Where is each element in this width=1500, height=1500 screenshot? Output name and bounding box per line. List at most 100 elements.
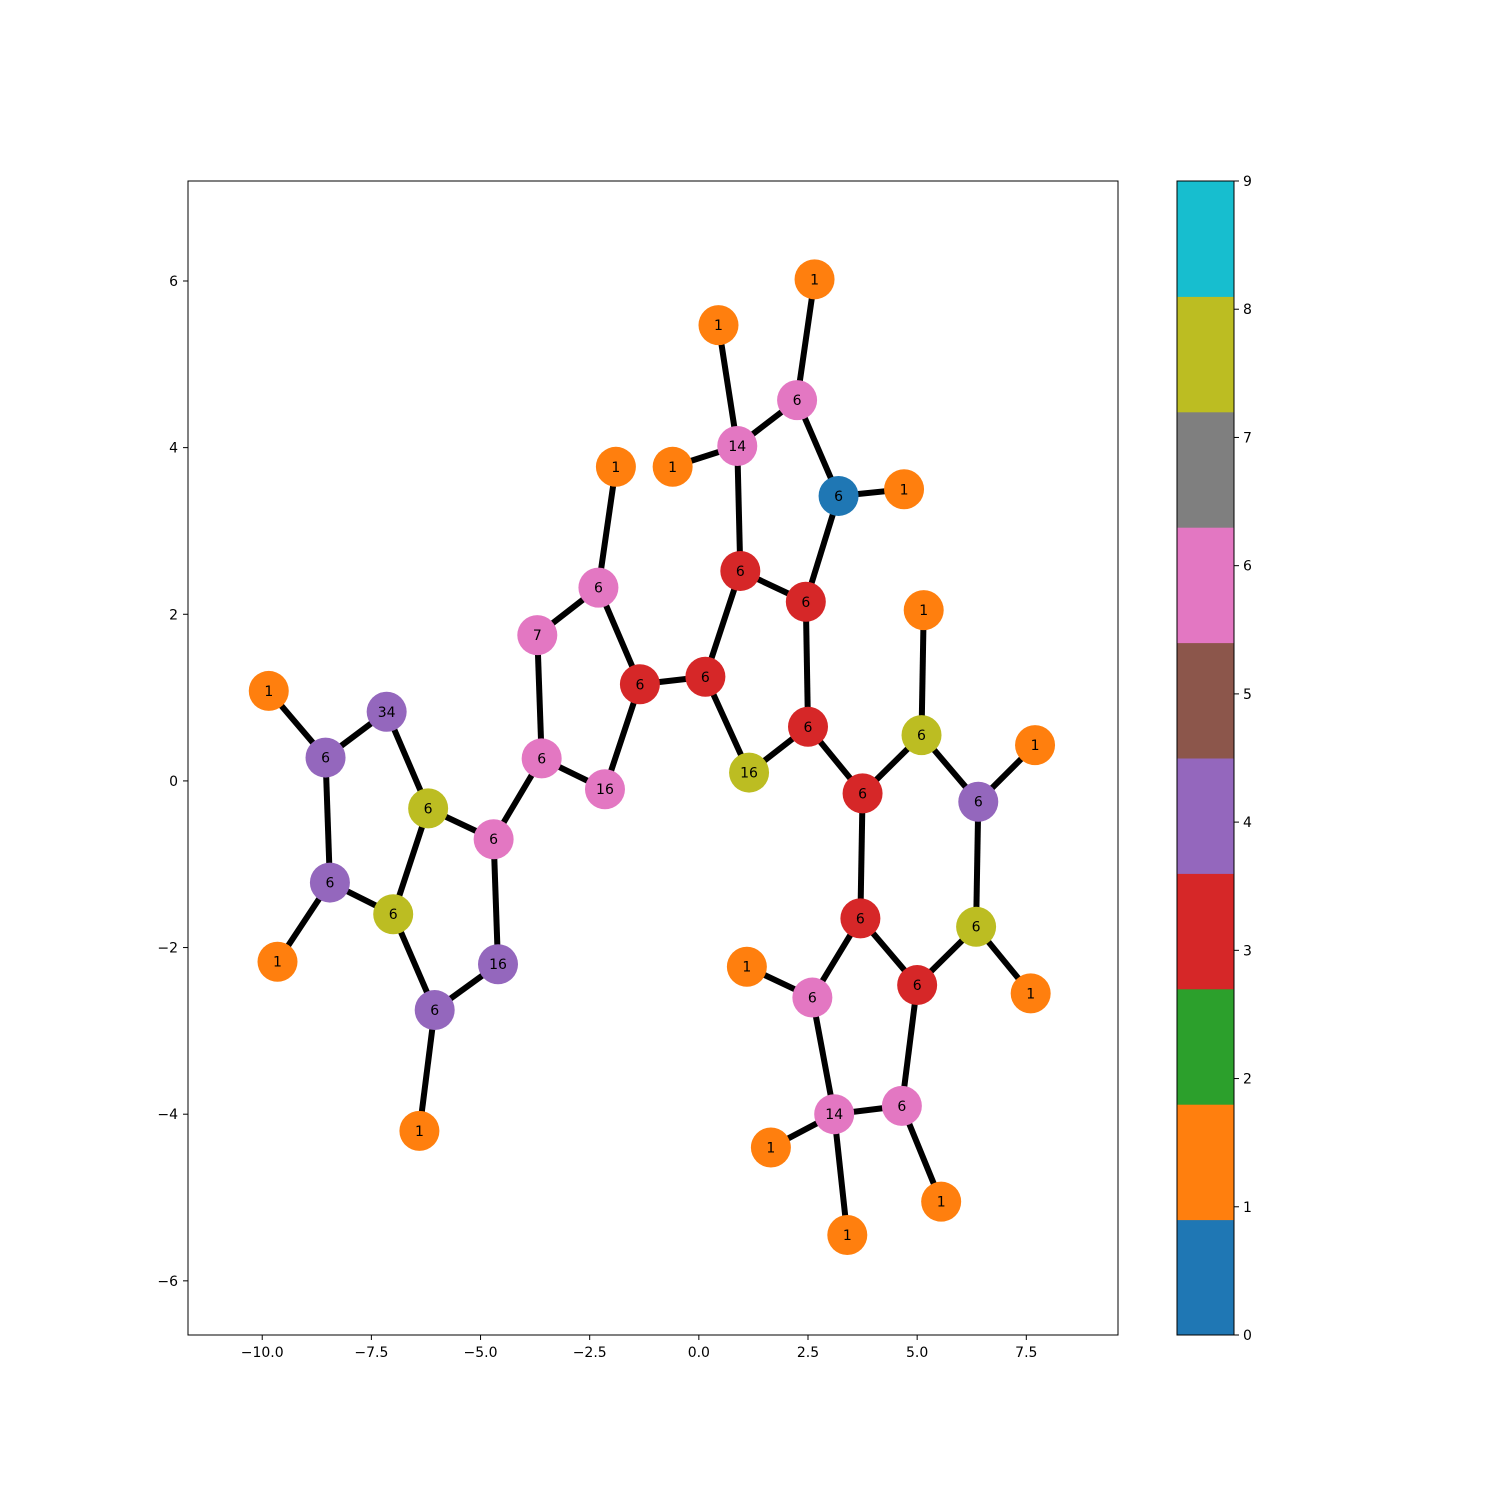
y-axis: −6 −4 −2 0 2 4 6 (157, 274, 188, 1290)
node-marker (750, 1127, 791, 1168)
node-marker (785, 581, 826, 622)
graph-node: 1 (652, 446, 693, 487)
node-marker (248, 670, 289, 711)
x-tick-label: −5.0 (464, 1345, 498, 1361)
colorbar: 0 1 2 3 4 5 6 7 8 9 (1176, 174, 1252, 1344)
node-label: 16 (596, 782, 614, 798)
node-marker (698, 305, 739, 346)
node-label: 6 (808, 991, 817, 1007)
node-label: 1 (919, 603, 928, 619)
node-label: 6 (736, 564, 745, 580)
node-label: 6 (537, 751, 546, 767)
x-tick-label: −2.5 (573, 1345, 607, 1361)
graph-node: 1 (698, 305, 739, 346)
node-marker (1015, 725, 1056, 766)
node-label: 1 (1031, 738, 1040, 754)
y-tick-label: 0 (169, 774, 178, 790)
x-tick-label: 2.5 (797, 1345, 819, 1361)
node-label: 6 (897, 1099, 906, 1115)
graph-node: 6 (818, 475, 859, 516)
node-label: 1 (843, 1228, 852, 1244)
graph-node: 6 (578, 567, 619, 608)
colorbar-segment (1177, 296, 1234, 413)
graph-node: 6 (309, 862, 350, 903)
graph-node: 6 (956, 906, 997, 947)
graph-node: 6 (305, 737, 346, 778)
colorbar-tick-label: 0 (1243, 1328, 1252, 1344)
node-label: 1 (900, 482, 909, 498)
graph-node: 1 (595, 446, 636, 487)
graph-node: 6 (792, 977, 833, 1018)
colorbar-segment (1177, 527, 1234, 644)
graph-node: 1 (726, 946, 767, 987)
node-marker (584, 769, 625, 810)
node-label: 6 (856, 911, 865, 927)
y-tick-label: −4 (157, 1107, 178, 1123)
graph-edge (322, 757, 333, 883)
colorbar-tick-label: 8 (1243, 302, 1252, 318)
x-tick-label: 0.0 (688, 1345, 710, 1361)
graph-edge (595, 466, 619, 589)
graph-node: 16 (478, 944, 518, 985)
colorbar-segment (1177, 758, 1234, 874)
node-marker (408, 788, 449, 829)
graph-node: 16 (584, 769, 625, 810)
node-marker (373, 894, 414, 935)
x-tick-label: 7.5 (1015, 1345, 1037, 1361)
graph-node: 1 (884, 469, 925, 510)
node-marker (840, 898, 881, 939)
graph-node: 1 (921, 1181, 962, 1222)
node-label: 6 (858, 786, 867, 802)
node-marker (827, 1215, 868, 1256)
graph-node: 6 (373, 894, 414, 935)
colorbar-tick-label: 3 (1243, 943, 1252, 959)
x-tick-label: −7.5 (354, 1345, 388, 1361)
y-tick-label: 6 (169, 274, 178, 290)
graph-node: 6 (881, 1085, 922, 1126)
graph-node: 34 (366, 691, 407, 732)
graph-node: 6 (842, 773, 883, 814)
node-marker (619, 664, 660, 705)
graph-node: 1 (827, 1215, 868, 1256)
graph-node: 1 (248, 670, 289, 711)
graph-node: 6 (958, 781, 999, 822)
colorbar-segment (1177, 411, 1234, 528)
node-label: 1 (415, 1124, 424, 1140)
node-marker (729, 752, 770, 793)
node-marker (366, 691, 407, 732)
graph-edge (857, 793, 866, 919)
node-marker (842, 773, 883, 814)
node-marker (956, 906, 997, 947)
y-tick-label: −6 (157, 1274, 178, 1290)
graph-node: 6 (777, 380, 818, 421)
graph-node: 6 (901, 715, 942, 756)
node-marker (818, 475, 859, 516)
node-label: 6 (913, 978, 922, 994)
graph-node: 6 (685, 656, 726, 697)
graph-node: 6 (619, 664, 660, 705)
node-label: 1 (668, 460, 677, 476)
graph-edge (794, 278, 818, 401)
graph-node: 7 (517, 615, 558, 656)
y-tick-label: 2 (169, 607, 178, 623)
x-tick-label: −10.0 (241, 1345, 284, 1361)
graph-edge (831, 1113, 851, 1236)
node-label: 34 (378, 705, 396, 721)
graph-node: 6 (897, 965, 938, 1006)
x-tick-label: 5.0 (906, 1345, 928, 1361)
node-label: 1 (611, 460, 620, 476)
node-label: 14 (728, 439, 746, 455)
node-label: 6 (635, 677, 644, 693)
node-marker (399, 1110, 440, 1151)
graph-node: 6 (414, 990, 455, 1031)
graph-edge (802, 601, 811, 727)
node-marker (305, 737, 346, 778)
graph-edge (490, 839, 501, 965)
graph-edge (734, 445, 744, 572)
graph-node: 6 (408, 788, 449, 829)
graph-node: 1 (1010, 973, 1051, 1014)
colorbar-tick-label: 7 (1243, 430, 1252, 446)
node-marker (685, 656, 726, 697)
